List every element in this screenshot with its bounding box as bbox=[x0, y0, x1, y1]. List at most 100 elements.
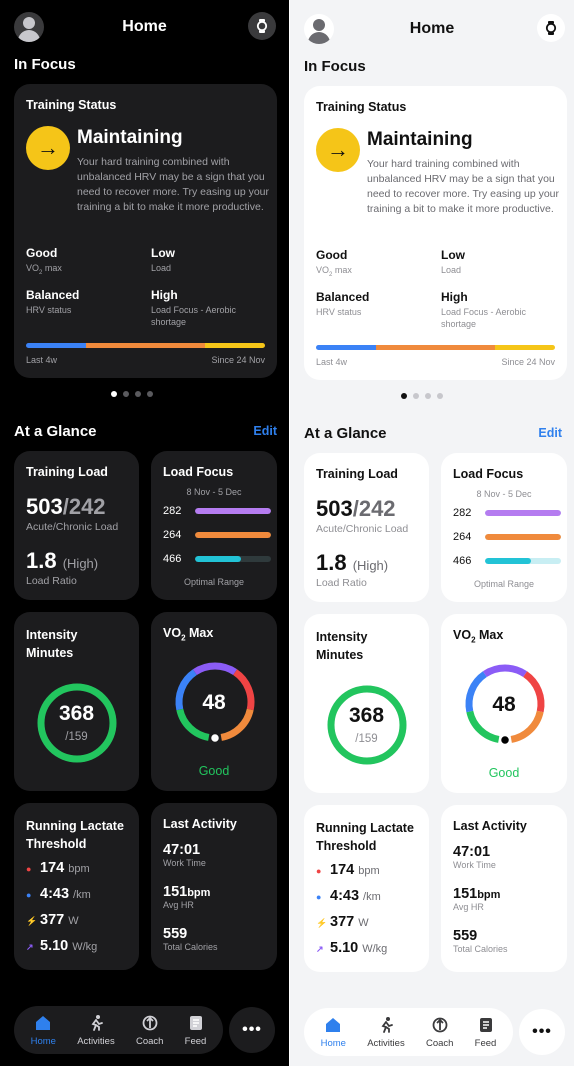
load-focus-row: 282 bbox=[453, 507, 561, 519]
vo2-gauge-marker bbox=[499, 734, 511, 746]
training-load-card[interactable]: Training Load 503/242 Acute/Chronic Load… bbox=[304, 453, 429, 602]
nav-item-coach[interactable]: Coach bbox=[136, 1014, 163, 1047]
training-status-card[interactable]: Training Status → Maintaining Your hard … bbox=[304, 86, 567, 380]
last-activity-number: 47:01 bbox=[453, 844, 491, 860]
training-metric: Balanced HRV status bbox=[26, 288, 136, 321]
watch-device-button[interactable] bbox=[248, 12, 276, 40]
profile-avatar-button[interactable] bbox=[14, 12, 44, 42]
lactate-threshold-row: ● 4:43/km bbox=[316, 888, 381, 904]
coach-icon bbox=[432, 1017, 448, 1032]
arrow-right-icon: → bbox=[26, 126, 70, 170]
vo2-gauge-segment bbox=[466, 710, 500, 743]
avatar-body bbox=[18, 30, 40, 42]
load-ratio-level: (High) bbox=[352, 558, 389, 573]
load-focus-value: 466 bbox=[163, 553, 182, 565]
last-activity-card[interactable]: Last Activity 47:01 Work Time 151bpm Avg HR… bbox=[151, 803, 277, 970]
last-activity-number: 47:01 bbox=[163, 842, 201, 858]
nav-item-feed[interactable]: Feed bbox=[475, 1016, 496, 1049]
load-focus-card[interactable]: Load Focus 8 Nov - 5 Dec 282 264 466 Optim… bbox=[151, 451, 277, 600]
nav-item-label: Activities bbox=[367, 1037, 405, 1049]
carousel-page-dots[interactable] bbox=[111, 391, 153, 397]
training-metric-label: Load Focus - Aerobic shortage bbox=[151, 304, 261, 333]
running-lactate-threshold-card[interactable]: Running Lactate Threshold ● 174 bpm ● 4:43/k… bbox=[14, 803, 139, 970]
intensity-minutes-card[interactable]: Intensity Minutes 368 /159 bbox=[14, 612, 139, 791]
vo2-title-rest: Max bbox=[185, 626, 214, 640]
carousel-page-dots[interactable] bbox=[401, 393, 443, 399]
avatar-head bbox=[313, 19, 325, 31]
pace-dot-icon: ● bbox=[316, 892, 322, 902]
intensity-minutes-ring bbox=[327, 685, 407, 765]
running-lactate-threshold-card[interactable]: Running Lactate Threshold ● 174 bpm ● 4:43/k… bbox=[304, 805, 429, 972]
load-focus-bar-fill bbox=[485, 558, 531, 564]
nav-item-activities[interactable]: Activities bbox=[367, 1016, 405, 1049]
training-metric-value: Low bbox=[441, 248, 465, 262]
carousel-dot[interactable] bbox=[111, 391, 117, 397]
timeline-segment bbox=[495, 345, 555, 350]
lightning-icon: ⚡ bbox=[316, 918, 328, 928]
load-focus-bar bbox=[485, 534, 561, 540]
edit-glance-button[interactable]: Edit bbox=[253, 424, 277, 438]
training-load-title: Training Load bbox=[26, 465, 108, 479]
nav-item-coach[interactable]: Coach bbox=[426, 1016, 453, 1049]
last-activity-number: 151 bbox=[453, 886, 478, 902]
vo2-gauge-segment bbox=[176, 708, 210, 741]
at-a-glance-heading: At a Glance bbox=[304, 425, 387, 442]
last-activity-card[interactable]: Last Activity 47:01 Work Time 151bpm Avg HR… bbox=[441, 805, 567, 972]
in-focus-heading: In Focus bbox=[304, 58, 366, 75]
intensity-minutes-card[interactable]: Intensity Minutes 368 /159 bbox=[304, 614, 429, 793]
carousel-dot[interactable] bbox=[123, 391, 129, 397]
last-activity-number: 151 bbox=[163, 884, 188, 900]
training-status-description: Your hard training combined with unbalan… bbox=[77, 156, 270, 213]
carousel-dot[interactable] bbox=[413, 393, 419, 399]
edit-glance-button[interactable]: Edit bbox=[538, 426, 562, 440]
acute-chronic-label: Acute/Chronic Load bbox=[26, 521, 119, 533]
carousel-dot[interactable] bbox=[425, 393, 431, 399]
training-status-card[interactable]: Training Status → Maintaining Your hard … bbox=[14, 84, 277, 378]
profile-avatar-button[interactable] bbox=[304, 14, 334, 44]
feed-icon bbox=[189, 1015, 202, 1030]
training-status-title: Training Status bbox=[26, 98, 117, 112]
nav-item-label: Feed bbox=[184, 1035, 207, 1047]
more-button[interactable]: ••• bbox=[519, 1009, 565, 1055]
carousel-dot[interactable] bbox=[147, 391, 153, 397]
last-activity-stat: 559 Total Calories bbox=[163, 926, 218, 952]
load-focus-card[interactable]: Load Focus 8 Nov - 5 Dec 282 264 466 Optim… bbox=[441, 453, 567, 602]
timeline-start-label: Last 4w bbox=[316, 357, 348, 367]
nav-item-home[interactable]: Home bbox=[31, 1014, 56, 1047]
vo2-max-card[interactable]: VO2 Max 48 Good bbox=[441, 614, 567, 793]
more-button[interactable]: ••• bbox=[229, 1007, 275, 1053]
training-metric-value: Balanced bbox=[316, 290, 370, 304]
vo2-max-value: 48 bbox=[492, 693, 516, 716]
load-focus-bar bbox=[485, 558, 561, 564]
carousel-dot[interactable] bbox=[135, 391, 141, 397]
coach-icon bbox=[142, 1015, 158, 1030]
last-activity-label: Avg HR bbox=[163, 900, 194, 910]
last-activity-label: Total Calories bbox=[453, 944, 508, 954]
page-title: Home bbox=[409, 20, 455, 37]
runner-icon bbox=[91, 1014, 103, 1031]
load-ratio-number: 1.8 bbox=[316, 550, 347, 575]
lactate-threshold-row: ⚡ 377 W bbox=[316, 914, 369, 930]
watch-device-button[interactable] bbox=[537, 14, 565, 42]
metric-label-main: VO bbox=[26, 263, 40, 273]
nav-item-home[interactable]: Home bbox=[321, 1016, 346, 1049]
lactate-threshold-unit: /km bbox=[73, 889, 91, 901]
lactate-threshold-row: ↗ 5.10 W/kg bbox=[26, 938, 97, 954]
timeline-end-label: Since 24 Nov bbox=[211, 355, 265, 365]
nav-item-feed[interactable]: Feed bbox=[184, 1014, 207, 1047]
timeline-segment bbox=[205, 343, 265, 348]
last-activity-unit: bpm bbox=[187, 887, 211, 899]
carousel-dot[interactable] bbox=[401, 393, 407, 399]
timeline-segment bbox=[26, 343, 86, 348]
home-icon bbox=[326, 1017, 341, 1032]
nav-item-activities[interactable]: Activities bbox=[77, 1014, 115, 1047]
load-focus-footer: Optimal Range bbox=[473, 579, 535, 589]
training-load-card[interactable]: Training Load 503/242 Acute/Chronic Load… bbox=[14, 451, 139, 600]
avatar-body bbox=[308, 32, 330, 44]
load-focus-bar bbox=[485, 510, 561, 516]
heart-rate-dot-icon: ● bbox=[26, 864, 32, 874]
carousel-dot[interactable] bbox=[437, 393, 443, 399]
vo2-max-status: Good bbox=[198, 764, 230, 778]
vo2-max-card[interactable]: VO2 Max 48 Good bbox=[151, 612, 277, 791]
